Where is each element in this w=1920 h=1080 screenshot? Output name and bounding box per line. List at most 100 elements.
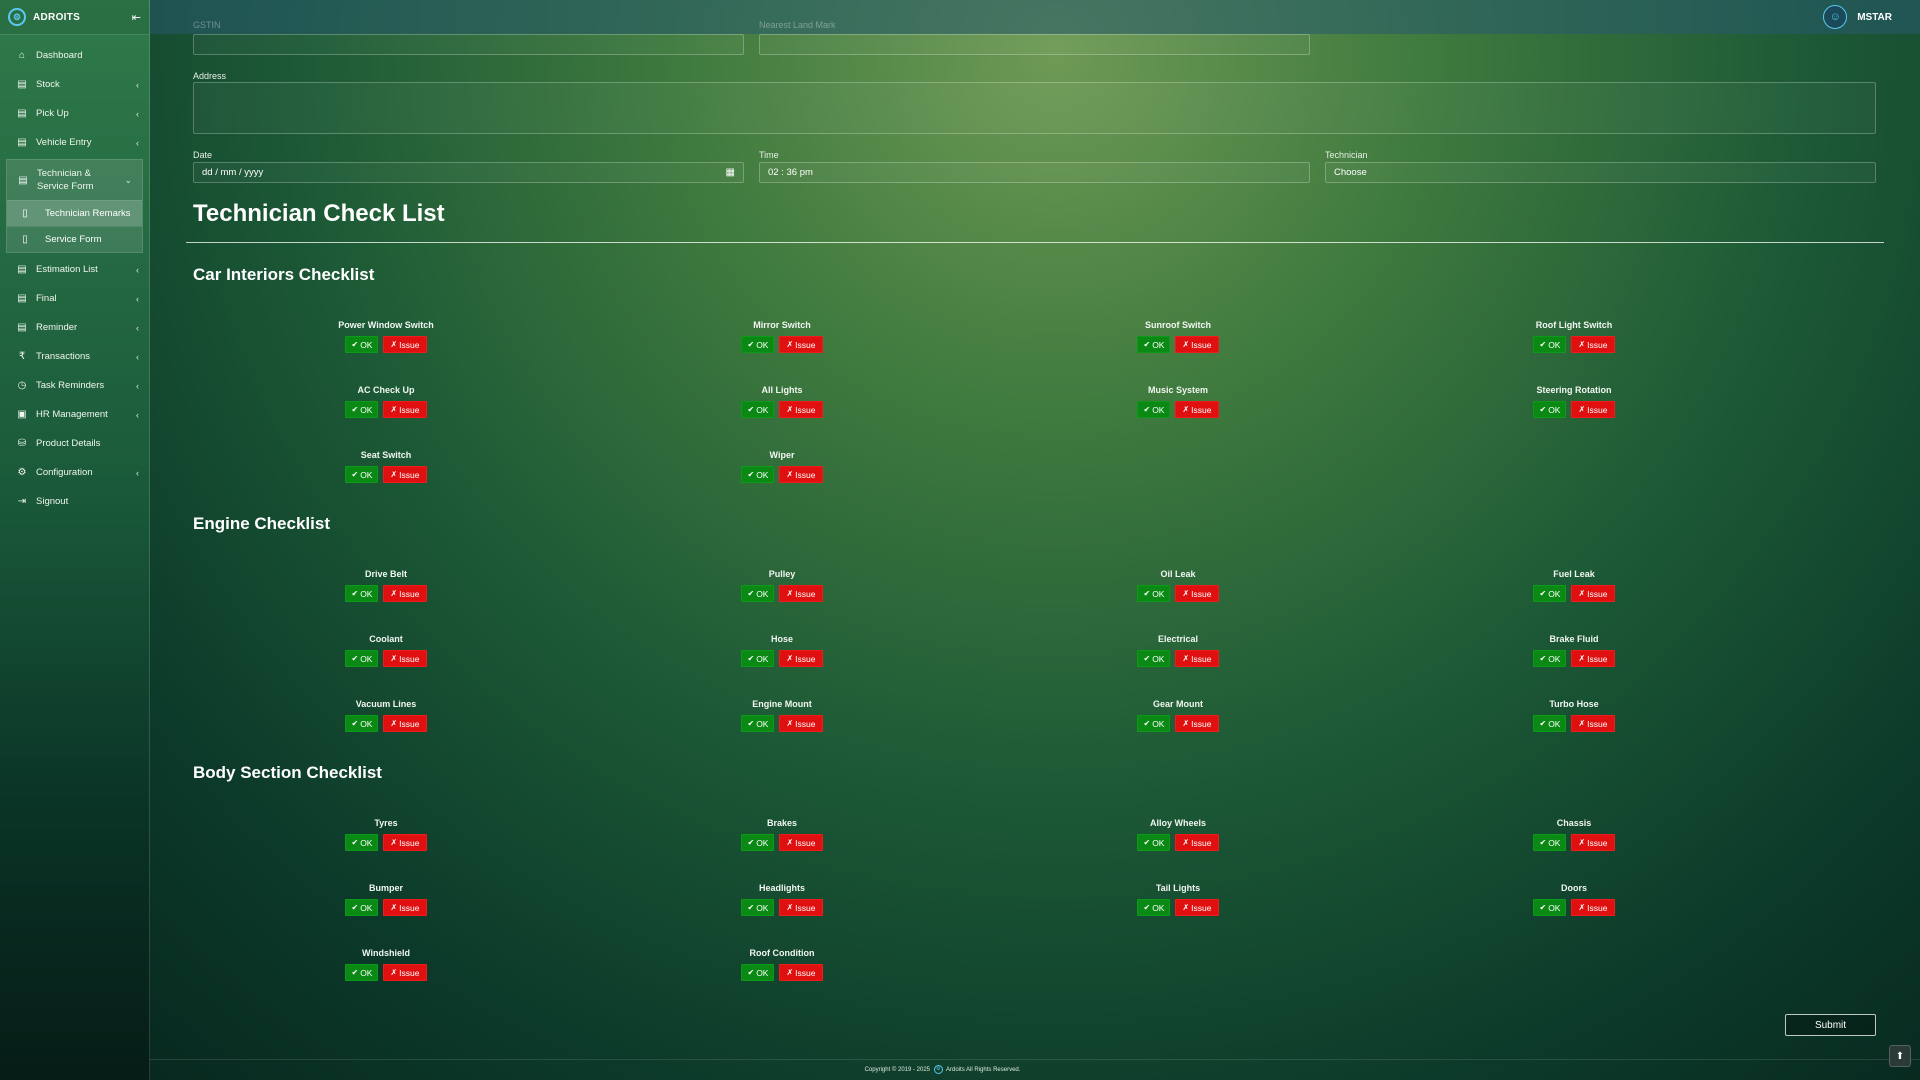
issue-button[interactable]: ✗ Issue	[779, 466, 823, 483]
cross-icon: ✗	[390, 470, 398, 479]
sidebar-item-reminder[interactable]: ▤ Reminder ‹	[0, 313, 149, 342]
ok-button[interactable]: ✔ OK	[345, 650, 379, 667]
landmark-input[interactable]	[759, 34, 1310, 55]
issue-button[interactable]: ✗ Issue	[383, 336, 427, 353]
ok-button[interactable]: ✔ OK	[1137, 715, 1171, 732]
sidebar-item-pick-up[interactable]: ▤ Pick Up ‹	[0, 99, 149, 128]
issue-button[interactable]: ✗ Issue	[383, 466, 427, 483]
ok-button[interactable]: ✔ OK	[1137, 899, 1171, 916]
ok-button[interactable]: ✔ OK	[1137, 834, 1171, 851]
issue-button[interactable]: ✗ Issue	[1571, 834, 1615, 851]
ok-button[interactable]: ✔ OK	[345, 466, 379, 483]
ok-label: OK	[360, 404, 373, 415]
issue-button[interactable]: ✗ Issue	[1175, 336, 1219, 353]
sidebar-item-signout[interactable]: ⇥ Signout	[0, 487, 149, 516]
sidebar-item-product-details[interactable]: ⛁ Product Details	[0, 429, 149, 458]
ok-button[interactable]: ✔ OK	[1533, 585, 1567, 602]
check-icon: ✔	[1143, 903, 1151, 912]
sidebar-item-task-reminders[interactable]: ◷ Task Reminders ‹	[0, 371, 149, 400]
check-icon: ✔	[1539, 405, 1547, 414]
ok-button[interactable]: ✔ OK	[345, 336, 379, 353]
sidebar-item-estimation-list[interactable]: ▤ Estimation List ‹	[0, 255, 149, 284]
sidebar-item-configuration[interactable]: ⚙ Configuration ‹	[0, 458, 149, 487]
user-name[interactable]: MSTAR	[1857, 11, 1892, 23]
sidebar-item-label: Pick Up	[36, 108, 69, 119]
sidebar-item-vehicle-entry[interactable]: ▤ Vehicle Entry ‹	[0, 128, 149, 157]
issue-button[interactable]: ✗ Issue	[1571, 715, 1615, 732]
ok-button[interactable]: ✔ OK	[1533, 834, 1567, 851]
ok-button[interactable]: ✔ OK	[741, 401, 775, 418]
issue-button[interactable]: ✗ Issue	[1571, 650, 1615, 667]
date-input[interactable]: dd / mm / yyyy ▦	[193, 162, 744, 183]
issue-button[interactable]: ✗ Issue	[383, 585, 427, 602]
issue-button[interactable]: ✗ Issue	[1175, 834, 1219, 851]
issue-button[interactable]: ✗ Issue	[1175, 585, 1219, 602]
issue-button[interactable]: ✗ Issue	[779, 715, 823, 732]
sidebar-item-dashboard[interactable]: ⌂ Dashboard	[0, 41, 149, 70]
issue-button[interactable]: ✗ Issue	[1175, 715, 1219, 732]
scroll-top-button[interactable]: ⬆	[1889, 1045, 1911, 1067]
address-label: Address	[193, 71, 227, 81]
technician-select[interactable]: Choose	[1325, 162, 1876, 183]
issue-button[interactable]: ✗ Issue	[383, 899, 427, 916]
ok-button[interactable]: ✔ OK	[741, 834, 775, 851]
ok-button[interactable]: ✔ OK	[1533, 650, 1567, 667]
ok-button[interactable]: ✔ OK	[345, 585, 379, 602]
issue-button[interactable]: ✗ Issue	[779, 964, 823, 981]
sidebar-item-transactions[interactable]: ₹ Transactions ‹	[0, 342, 149, 371]
issue-button[interactable]: ✗ Issue	[779, 650, 823, 667]
ok-button[interactable]: ✔ OK	[1533, 336, 1567, 353]
ok-button[interactable]: ✔ OK	[1533, 899, 1567, 916]
ok-button[interactable]: ✔ OK	[345, 834, 379, 851]
user-avatar-icon[interactable]: ☺	[1823, 5, 1848, 29]
collapse-sidebar-icon[interactable]: ⇤	[131, 11, 141, 24]
ok-button[interactable]: ✔ OK	[345, 715, 379, 732]
issue-button[interactable]: ✗ Issue	[779, 834, 823, 851]
issue-button[interactable]: ✗ Issue	[1175, 401, 1219, 418]
issue-button[interactable]: ✗ Issue	[1175, 650, 1219, 667]
calendar-icon[interactable]: ▦	[725, 167, 735, 178]
sidebar-item-hr-management[interactable]: ▣ HR Management ‹	[0, 400, 149, 429]
issue-button[interactable]: ✗ Issue	[1571, 899, 1615, 916]
issue-button[interactable]: ✗ Issue	[1571, 585, 1615, 602]
ok-button[interactable]: ✔ OK	[741, 585, 775, 602]
ok-button[interactable]: ✔ OK	[741, 650, 775, 667]
issue-button[interactable]: ✗ Issue	[383, 715, 427, 732]
issue-button[interactable]: ✗ Issue	[1571, 401, 1615, 418]
ok-button[interactable]: ✔ OK	[1533, 715, 1567, 732]
ok-button[interactable]: ✔ OK	[1137, 336, 1171, 353]
ok-button[interactable]: ✔ OK	[741, 466, 775, 483]
ok-button[interactable]: ✔ OK	[1533, 401, 1567, 418]
issue-button[interactable]: ✗ Issue	[383, 650, 427, 667]
issue-button[interactable]: ✗ Issue	[383, 834, 427, 851]
sidebar-subitem-service-form[interactable]: ▯ Service Form	[7, 226, 142, 252]
issue-button[interactable]: ✗ Issue	[779, 336, 823, 353]
gstin-input[interactable]	[193, 34, 744, 55]
submit-button[interactable]: Submit	[1785, 1014, 1876, 1036]
ok-button[interactable]: ✔ OK	[345, 401, 379, 418]
issue-button[interactable]: ✗ Issue	[383, 401, 427, 418]
ok-button[interactable]: ✔ OK	[1137, 585, 1171, 602]
issue-button[interactable]: ✗ Issue	[779, 899, 823, 916]
issue-button[interactable]: ✗ Issue	[383, 964, 427, 981]
ok-button[interactable]: ✔ OK	[1137, 401, 1171, 418]
issue-button[interactable]: ✗ Issue	[1571, 336, 1615, 353]
ok-button[interactable]: ✔ OK	[741, 899, 775, 916]
ok-button[interactable]: ✔ OK	[1137, 650, 1171, 667]
sidebar-item-technician-service-form[interactable]: ▤ Technician & Service Form ⌄	[7, 160, 142, 200]
ok-button[interactable]: ✔ OK	[741, 336, 775, 353]
issue-button[interactable]: ✗ Issue	[779, 401, 823, 418]
sidebar-group-technician-service: ▤ Technician & Service Form ⌄ ▯ Technician R…	[6, 159, 143, 253]
time-input[interactable]: 02 : 36 pm	[759, 162, 1310, 183]
sidebar-subitem-technician-remarks[interactable]: ▯ Technician Remarks	[7, 200, 142, 226]
sidebar-item-stock[interactable]: ▤ Stock ‹	[0, 70, 149, 99]
address-textarea[interactable]	[193, 82, 1876, 134]
sidebar-item-label: Product Details	[36, 438, 101, 449]
ok-button[interactable]: ✔ OK	[741, 715, 775, 732]
sidebar-item-final[interactable]: ▤ Final ‹	[0, 284, 149, 313]
ok-button[interactable]: ✔ OK	[345, 964, 379, 981]
issue-button[interactable]: ✗ Issue	[1175, 899, 1219, 916]
ok-button[interactable]: ✔ OK	[345, 899, 379, 916]
issue-button[interactable]: ✗ Issue	[779, 585, 823, 602]
ok-button[interactable]: ✔ OK	[741, 964, 775, 981]
